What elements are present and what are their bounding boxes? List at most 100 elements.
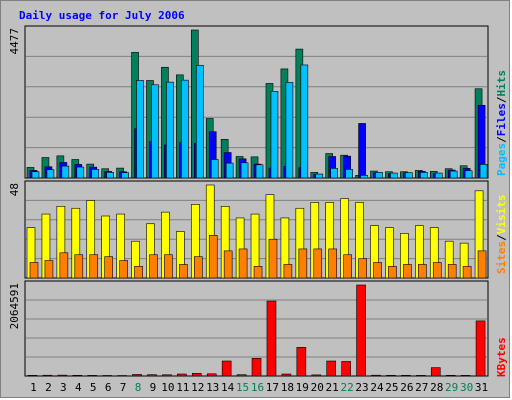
bar-kbytes-day-21 (326, 360, 337, 377)
bar-kbytes-day-5 (87, 375, 98, 377)
bar-sites-day-17 (268, 238, 278, 279)
bar-sites-day-20 (313, 248, 323, 279)
x-tick-label: 19 (296, 381, 309, 394)
legend-entry: / (495, 234, 508, 241)
bar-kbytes-day-23 (356, 284, 366, 377)
bar-pages-day-1 (31, 171, 40, 179)
bar-pages-day-28 (434, 172, 443, 179)
bar-kbytes-day-12 (191, 373, 202, 377)
x-tick-label: 4 (75, 381, 82, 394)
max-label-kbytes: 2064591 (8, 283, 21, 329)
legend-kbytes: KBytes (495, 337, 508, 377)
bar-kbytes-day-27 (416, 375, 426, 377)
bar-sites-day-14 (223, 250, 233, 279)
bar-kbytes-day-2 (42, 374, 53, 377)
bar-kbytes-day-4 (72, 374, 83, 377)
x-tick-label: 24 (370, 381, 384, 394)
bar-sites-day-9 (149, 254, 158, 279)
bar-sites-day-7 (119, 260, 128, 279)
bar-kbytes-day-3 (57, 374, 68, 377)
max-label-visits: 48 (8, 183, 21, 196)
x-tick-label: 11 (176, 381, 189, 394)
x-tick-label: 16 (251, 381, 264, 394)
x-tick-label: 23 (355, 381, 368, 394)
legend-entry: Sites (495, 241, 508, 274)
x-tick-label: 7 (120, 381, 127, 394)
x-tick-label: 8 (135, 381, 142, 394)
bar-sites-day-5 (89, 254, 99, 279)
x-tick-label: 20 (311, 381, 324, 394)
bar-pages-day-27 (420, 172, 428, 179)
bar-kbytes-day-8 (132, 374, 142, 377)
x-tick-label: 30 (460, 381, 473, 394)
bar-pages-day-8 (136, 80, 144, 179)
bar-sites-day-30 (462, 266, 472, 279)
bar-kbytes-day-14 (221, 360, 232, 377)
bar-pages-day-7 (121, 172, 129, 179)
x-tick-label: 17 (266, 381, 279, 394)
x-tick-label: 27 (415, 381, 428, 394)
bar-pages-day-10 (166, 81, 174, 179)
bar-sites-day-23 (358, 258, 367, 279)
x-tick-label: 15 (236, 381, 249, 394)
legend-entry: Pages (495, 143, 508, 176)
bar-kbytes-day-1 (27, 375, 38, 377)
bar-kbytes-day-15 (236, 374, 247, 377)
x-tick-label: 21 (326, 381, 339, 394)
bar-pages-day-22 (345, 169, 353, 179)
x-tick-label: 3 (60, 381, 67, 394)
legend-entry: / (495, 96, 508, 103)
bar-sites-day-11 (179, 264, 188, 279)
bar-kbytes-day-9 (147, 374, 157, 377)
bar-sites-day-18 (283, 264, 293, 279)
bar-pages-day-18 (285, 82, 294, 179)
bar-pages-day-26 (405, 172, 413, 179)
x-tick-label: 31 (475, 381, 488, 394)
bar-sites-day-4 (74, 254, 84, 279)
bar-pages-day-4 (76, 166, 85, 179)
bar-sites-day-31 (477, 250, 487, 279)
x-tick-label: 29 (445, 381, 458, 394)
chart-title: Daily usage for July 2006 (19, 9, 185, 22)
bar-kbytes-day-16 (251, 358, 262, 377)
legend-entry: Hits (495, 70, 508, 97)
x-tick-label: 1 (30, 381, 37, 394)
bar-pages-day-20 (315, 173, 324, 179)
x-tick-label: 9 (150, 381, 157, 394)
max-label-requests: 4477 (8, 28, 21, 55)
bar-kbytes-day-19 (296, 347, 307, 377)
x-tick-label: 13 (206, 381, 219, 394)
bar-pages-day-30 (464, 170, 473, 179)
legend-entry: KBytes (495, 337, 508, 377)
bar-pages-day-19 (300, 64, 309, 179)
bar-pages-day-13 (210, 159, 219, 179)
bar-kbytes-day-30 (460, 375, 471, 377)
legend-entry: / (495, 136, 508, 143)
x-tick-label: 26 (400, 381, 413, 394)
bar-sites-day-2 (44, 260, 54, 279)
bar-kbytes-day-20 (311, 374, 322, 377)
bar-sites-day-22 (343, 254, 352, 279)
x-tick-label: 2 (45, 381, 52, 394)
bar-kbytes-day-26 (401, 375, 411, 377)
bar-pages-day-29 (449, 170, 458, 179)
bar-sites-day-29 (447, 264, 457, 279)
bar-sites-day-19 (298, 248, 308, 279)
bar-pages-day-21 (330, 168, 339, 179)
bar-sites-day-27 (418, 264, 427, 279)
x-tick-label: 12 (191, 381, 204, 394)
bar-sites-day-8 (134, 266, 143, 279)
bar-pages-day-2 (46, 169, 55, 179)
bar-kbytes-day-10 (162, 374, 172, 377)
bar-sites-day-3 (59, 252, 69, 279)
bar-sites-day-25 (388, 266, 397, 279)
bar-sites-day-6 (104, 256, 113, 279)
x-tick-label: 28 (430, 381, 443, 394)
bar-sites-day-28 (432, 262, 442, 279)
bar-kbytes-day-17 (266, 300, 277, 377)
bar-pages-day-23 (360, 175, 368, 179)
bar-sites-day-15 (238, 248, 248, 279)
bar-pages-day-24 (375, 172, 383, 179)
bar-sites-day-1 (29, 262, 39, 279)
